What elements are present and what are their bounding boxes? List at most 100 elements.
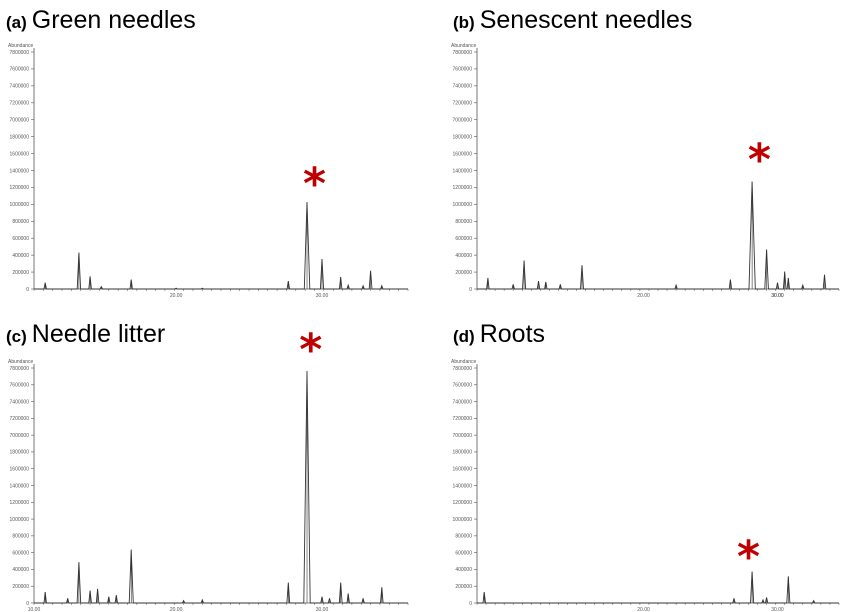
y-tick-label-c: 800000 xyxy=(12,534,29,540)
y-tick-label-c: 7000000 xyxy=(10,433,30,439)
y-tick-label-a: 7400000 xyxy=(10,84,30,90)
y-tick-label-b: 1200000 xyxy=(453,185,473,191)
y-axis-title-d: Abundance xyxy=(451,359,477,365)
y-tick-label-c: 1000000 xyxy=(10,517,30,523)
y-tick-label-d: 7400000 xyxy=(453,399,473,405)
x-tick-label-c: 30.00 xyxy=(316,607,329,612)
y-tick-label-a: 400000 xyxy=(12,253,29,259)
y-tick-label-d: 1200000 xyxy=(453,500,473,506)
x-tick-label-d: 30.00 xyxy=(771,607,784,612)
y-tick-label-b: 7000000 xyxy=(453,118,473,124)
x-tick-label-a: 20.00 xyxy=(170,293,183,299)
asterisk-marker-b: * xyxy=(748,135,771,186)
y-tick-label-a: 600000 xyxy=(12,236,29,242)
y-tick-label-b: 1400000 xyxy=(453,168,473,174)
y-axis-title-b: Abundance xyxy=(451,43,477,49)
y-tick-label-b: 7600000 xyxy=(453,67,473,73)
x-tick-label-a: 30.00 xyxy=(316,293,329,299)
y-tick-label-c: 7400000 xyxy=(10,399,30,405)
y-tick-label-c: 400000 xyxy=(12,567,29,573)
y-tick-label-a: 0 xyxy=(26,287,29,293)
panel-b: Abundance 7800000 7600000 7400000 7200000 700… xyxy=(421,0,841,306)
y-tick-label-b: 600000 xyxy=(455,236,472,242)
x-tick-label-b: 30.00 xyxy=(771,293,784,299)
y-tick-label-d: 0 xyxy=(469,601,472,607)
chromatogram-trace-d xyxy=(477,571,839,604)
panel-title-d: (d) Roots xyxy=(453,320,545,349)
panel-title-b: (b) Senescent needles xyxy=(453,6,692,35)
x-tick-label-b: 30.00 xyxy=(771,293,784,299)
y-tick-label-c: 1600000 xyxy=(10,467,30,473)
y-tick-label-a: 1000000 xyxy=(10,202,30,208)
y-tick-label-c: 7800000 xyxy=(10,366,30,372)
y-tick-label-a: 1600000 xyxy=(10,151,30,157)
panel-name-d: Roots xyxy=(479,320,546,348)
y-tick-label-c: 7600000 xyxy=(10,383,30,389)
panel-letter-d: (d) xyxy=(453,327,475,346)
y-tick-label-c: 600000 xyxy=(12,550,29,556)
asterisk-marker-d: * xyxy=(737,531,760,582)
x-tick-label-d: 20.00 xyxy=(637,607,650,612)
panel-d: Abundance 7800000 7600000 7400000 7200000 700… xyxy=(421,306,841,612)
y-tick-label-d: 1800000 xyxy=(453,450,473,456)
asterisk-marker-c: * xyxy=(299,325,322,376)
y-tick-label-a: 800000 xyxy=(12,219,29,225)
y-tick-label-c: 200000 xyxy=(12,584,29,590)
y-tick-label-d: 800000 xyxy=(455,534,472,540)
y-tick-label-c: 1800000 xyxy=(10,450,30,456)
y-tick-label-c: 7200000 xyxy=(10,416,30,422)
y-tick-label-b: 1800000 xyxy=(453,134,473,140)
y-tick-label-d: 600000 xyxy=(455,550,472,556)
y-tick-label-c: 1400000 xyxy=(10,483,30,489)
y-tick-label-b: 400000 xyxy=(455,253,472,259)
y-tick-label-a: 7600000 xyxy=(10,67,30,73)
y-tick-label-a: 7200000 xyxy=(10,101,30,107)
y-tick-label-d: 1400000 xyxy=(453,483,473,489)
y-tick-label-b: 0 xyxy=(469,287,472,293)
panel-name-b: Senescent needles xyxy=(479,6,693,34)
y-tick-label-d: 7000000 xyxy=(453,433,473,439)
panel-letter-a: (a) xyxy=(6,13,27,32)
y-tick-label-d: 1600000 xyxy=(453,467,473,473)
panel-title-a: (a) Green needles xyxy=(6,6,196,35)
y-tick-label-a: 1800000 xyxy=(10,134,30,140)
y-tick-label-d: 7200000 xyxy=(453,416,473,422)
y-tick-label-a: 7800000 xyxy=(10,50,30,56)
y-tick-label-d: 1000000 xyxy=(453,517,473,523)
y-tick-label-b: 1000000 xyxy=(453,202,473,208)
panel-name-c: Needle litter xyxy=(31,320,166,348)
y-axis-title-a: Abundance xyxy=(8,43,34,49)
y-tick-label-c: 0 xyxy=(26,601,29,607)
y-tick-label-d: 7800000 xyxy=(453,366,473,372)
x-tick-label-c: 10.00 xyxy=(28,607,41,612)
panel-title-c: (c) Needle litter xyxy=(6,320,165,349)
y-tick-label-b: 7800000 xyxy=(453,50,473,56)
chromatogram-trace-a xyxy=(34,202,408,290)
y-tick-label-a: 7000000 xyxy=(10,118,30,124)
y-tick-label-b: 7400000 xyxy=(453,84,473,90)
panel-a: Abundance 7800000 7600000 7400000 7200000 700… xyxy=(0,0,420,306)
y-tick-label-b: 7200000 xyxy=(453,101,473,107)
y-tick-label-b: 800000 xyxy=(455,219,472,225)
y-tick-label-b: 200000 xyxy=(455,270,472,276)
x-tick-label-b: 20.00 xyxy=(637,293,650,299)
y-tick-label-d: 7600000 xyxy=(453,383,473,389)
asterisk-marker-a: * xyxy=(303,158,326,209)
y-tick-label-a: 200000 xyxy=(12,270,29,276)
y-tick-label-d: 200000 xyxy=(455,584,472,590)
panel-letter-c: (c) xyxy=(6,327,27,346)
panel-letter-b: (b) xyxy=(453,13,475,32)
panel-c: Abundance 7800000 7600000 7400000 7200000 700… xyxy=(0,306,420,612)
y-tick-label-d: 400000 xyxy=(455,567,472,573)
panel-name-a: Green needles xyxy=(31,6,196,34)
y-tick-label-b: 1600000 xyxy=(453,151,473,157)
y-tick-label-a: 1400000 xyxy=(10,168,30,174)
y-axis-title-c: Abundance xyxy=(8,359,34,365)
x-tick-label-c: 20.00 xyxy=(170,607,183,612)
y-tick-label-a: 1200000 xyxy=(10,185,30,191)
y-tick-label-c: 1200000 xyxy=(10,500,30,506)
